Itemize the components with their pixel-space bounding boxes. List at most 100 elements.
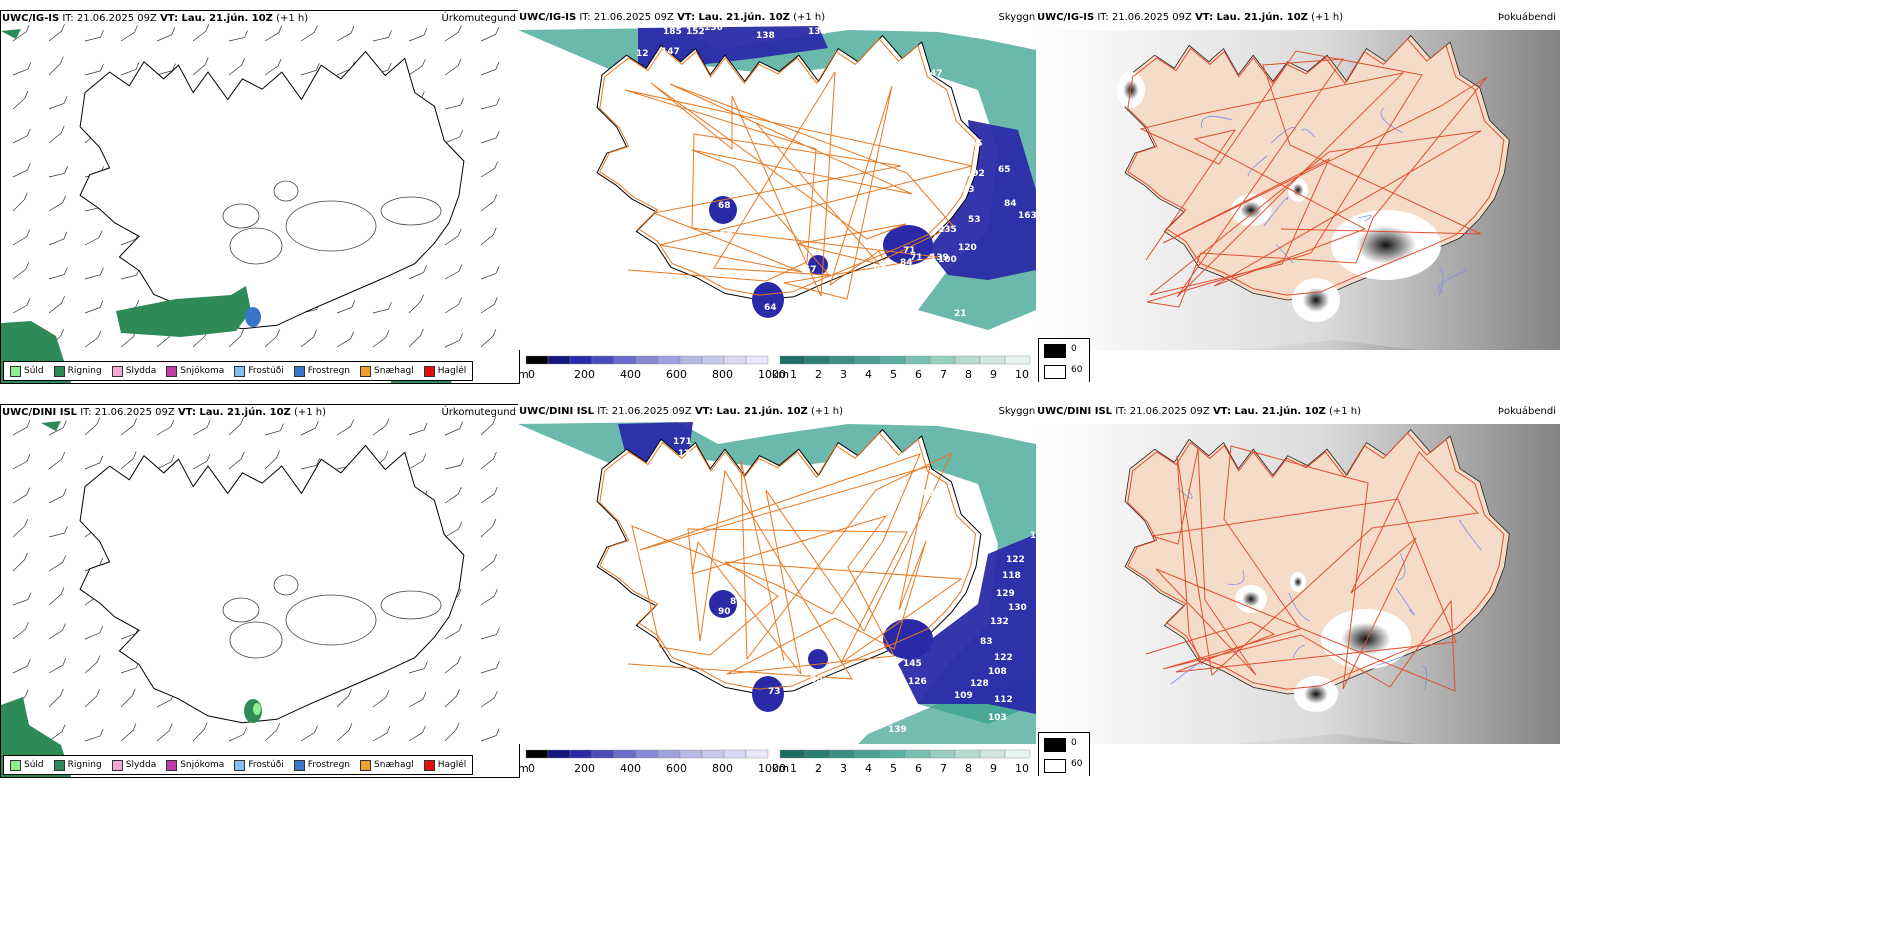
- legend-label: Súld: [24, 760, 44, 770]
- fog-swatch-light: [1044, 365, 1066, 379]
- fog-tick-0: 0: [1071, 344, 1077, 354]
- coastline: [596, 428, 982, 695]
- precip-legend: Súld Rigning Slydda Snjókoma Frostúði Frostre…: [3, 755, 474, 775]
- visibility-tick: 6: [915, 762, 922, 775]
- ceiling-tick: 1000: [758, 368, 786, 381]
- map-visibility[interactable]: 1711701738110512211812913013283122108128…: [518, 404, 1036, 744]
- wind-barb: [264, 722, 281, 742]
- ceiling-label: 163: [1018, 211, 1036, 221]
- river: [1397, 552, 1406, 581]
- ceiling-tick: 0: [528, 368, 535, 381]
- ceiling-colorbar-cell: [657, 749, 681, 759]
- wind-barb: [300, 63, 320, 76]
- wind-barb: [444, 129, 464, 144]
- ceiling-label: 147: [661, 47, 680, 57]
- wind-barb: [228, 451, 245, 470]
- wind-barb: [300, 329, 317, 348]
- river: [1292, 644, 1306, 659]
- glacier-contour: [222, 203, 260, 229]
- precip-legend: Súld Rigning Slydda Snjókoma Frostúði Frostre…: [3, 361, 474, 381]
- ceiling-label: 103: [878, 707, 897, 717]
- legend-item: Haglél: [423, 759, 466, 771]
- visibility-colorbar-cell: [904, 355, 931, 365]
- wind-barb: [444, 264, 463, 280]
- wind-barb: [444, 58, 462, 76]
- legend-item: Frostúði: [234, 365, 284, 377]
- wind-barb: [336, 419, 354, 436]
- map-precip-type[interactable]: [1, 11, 519, 383]
- ceiling-colorbar-cell: [723, 355, 747, 365]
- wind-barb: [480, 589, 498, 606]
- wind-barb: [228, 30, 248, 42]
- freezing-rain-spot: [245, 307, 261, 327]
- visibility-tick: 9: [990, 368, 997, 381]
- map-fog-indicator[interactable]: [1036, 10, 1560, 350]
- panel-header: UWC/DINI ISL IT: 21.06.2025 09Z VT: Lau.…: [519, 406, 844, 417]
- legend-label: Rigning: [67, 760, 102, 770]
- rain-area: [41, 421, 61, 431]
- wind-barb: [12, 61, 32, 76]
- wind-barb: [444, 458, 464, 470]
- visibility-tick: 8: [965, 368, 972, 381]
- fog-tick-60: 60: [1071, 759, 1083, 769]
- wind-barb: [264, 329, 281, 348]
- legend-item: Frostúði: [234, 759, 284, 771]
- visibility-unit: km: [772, 762, 789, 775]
- ceiling-label: 65: [998, 165, 1011, 175]
- ceiling-spot: [752, 282, 784, 318]
- wind-barb: [444, 722, 460, 742]
- wind-barb: [120, 25, 138, 42]
- legend-item: Súld: [10, 759, 44, 771]
- wind-barb: [192, 420, 211, 436]
- wind-barb: [156, 454, 175, 470]
- fog-patch-dark: [1293, 576, 1303, 588]
- ring-road: [599, 432, 977, 690]
- ceiling-label: 139: [888, 725, 907, 735]
- legend-label: Rigning: [67, 366, 102, 376]
- map-fog-indicator[interactable]: [1036, 404, 1560, 744]
- wind-barb: [120, 451, 137, 470]
- wind-barb: [444, 486, 462, 504]
- visibility-tick: 6: [915, 368, 922, 381]
- visibility-colorbar-cell: [779, 355, 806, 365]
- river: [1263, 197, 1289, 227]
- fog-patch-dark: [1242, 591, 1260, 607]
- ring-road: [1127, 38, 1505, 296]
- legend-label: Haglél: [437, 366, 467, 376]
- ceiling-label: 109: [954, 691, 973, 701]
- legend-item: Snæhagl: [360, 759, 414, 771]
- legend-item: Snjókoma: [166, 365, 224, 377]
- ceiling-tick: 400: [620, 762, 641, 775]
- ceiling-label: 71: [903, 246, 916, 256]
- wind-barb: [480, 329, 497, 348]
- wind-barb: [120, 723, 137, 742]
- ceiling-tick: 200: [574, 762, 595, 775]
- ceiling-colorbar-cell: [591, 749, 615, 759]
- wind-barb: [84, 417, 101, 436]
- ceiling-label: 84: [900, 258, 913, 268]
- road-network: [1145, 445, 1480, 692]
- visibility-tick: 4: [865, 762, 872, 775]
- ceiling-colorbar-cell: [547, 355, 571, 365]
- fog-swatch-dark: [1044, 738, 1066, 752]
- wind-barb: [192, 24, 210, 42]
- panel-fog-dini: UWC/DINI ISL IT: 21.06.2025 09Z VT: Lau.…: [1036, 404, 1560, 776]
- wind-barb: [48, 96, 68, 110]
- panel-title: Úrkomutegund: [441, 407, 516, 418]
- wind-barb: [480, 627, 500, 640]
- wind-barb: [300, 420, 319, 436]
- land: [1124, 429, 1510, 695]
- roads: [599, 38, 977, 300]
- ceiling-label: 84: [1004, 199, 1017, 209]
- fog-patch-dark: [1355, 225, 1417, 265]
- visibility-colorbar-cell: [879, 355, 906, 365]
- wind-barb: [84, 30, 104, 42]
- fog-tick-0: 0: [1071, 738, 1077, 748]
- ceiling-colorbar-cell: [547, 749, 571, 759]
- panel-title: Skyggni: [998, 406, 1036, 417]
- visibility-tick: 7: [940, 368, 947, 381]
- map-precip-type[interactable]: [1, 405, 519, 777]
- wind-barb: [48, 231, 68, 246]
- ceiling-label: 171: [673, 437, 692, 447]
